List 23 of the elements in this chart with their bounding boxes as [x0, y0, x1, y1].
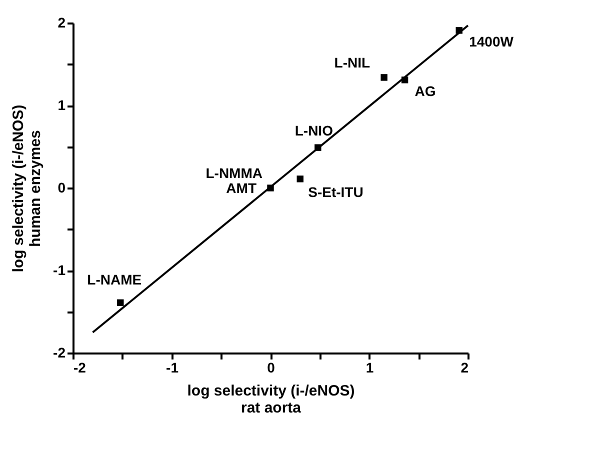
y-tick-label: -1 [53, 262, 66, 278]
annotation: L-NIL [334, 54, 371, 70]
point [380, 74, 388, 81]
y-tick-label: 2 [58, 14, 66, 30]
y-axis-title: log selectivity (i-/eNOS) human enzymes [10, 104, 44, 272]
x-tick-label: 2 [460, 360, 469, 376]
annotation: S-Et-ITU [308, 184, 364, 200]
x-tick-label: 0 [267, 360, 276, 376]
y-tick-label: 1 [58, 97, 66, 113]
x-tick-label: -1 [166, 360, 179, 376]
annotation: AMT [226, 180, 257, 196]
annotation: AG [414, 82, 436, 99]
annotation: L-NIO [294, 122, 334, 139]
annotation: L-NMMA [206, 165, 262, 181]
point [117, 299, 124, 306]
point [296, 176, 304, 182]
x-axis-title: log selectivity (i-/eNOS) rat aorta [187, 382, 355, 416]
annotation: 1400W [469, 33, 514, 50]
x-tick-label: 1 [366, 360, 374, 376]
x-tick-label: -2 [74, 360, 86, 376]
y-tick-label: 0 [58, 180, 66, 196]
y-tick-label: -2 [53, 344, 66, 360]
annotation: L-NAME [87, 272, 142, 288]
